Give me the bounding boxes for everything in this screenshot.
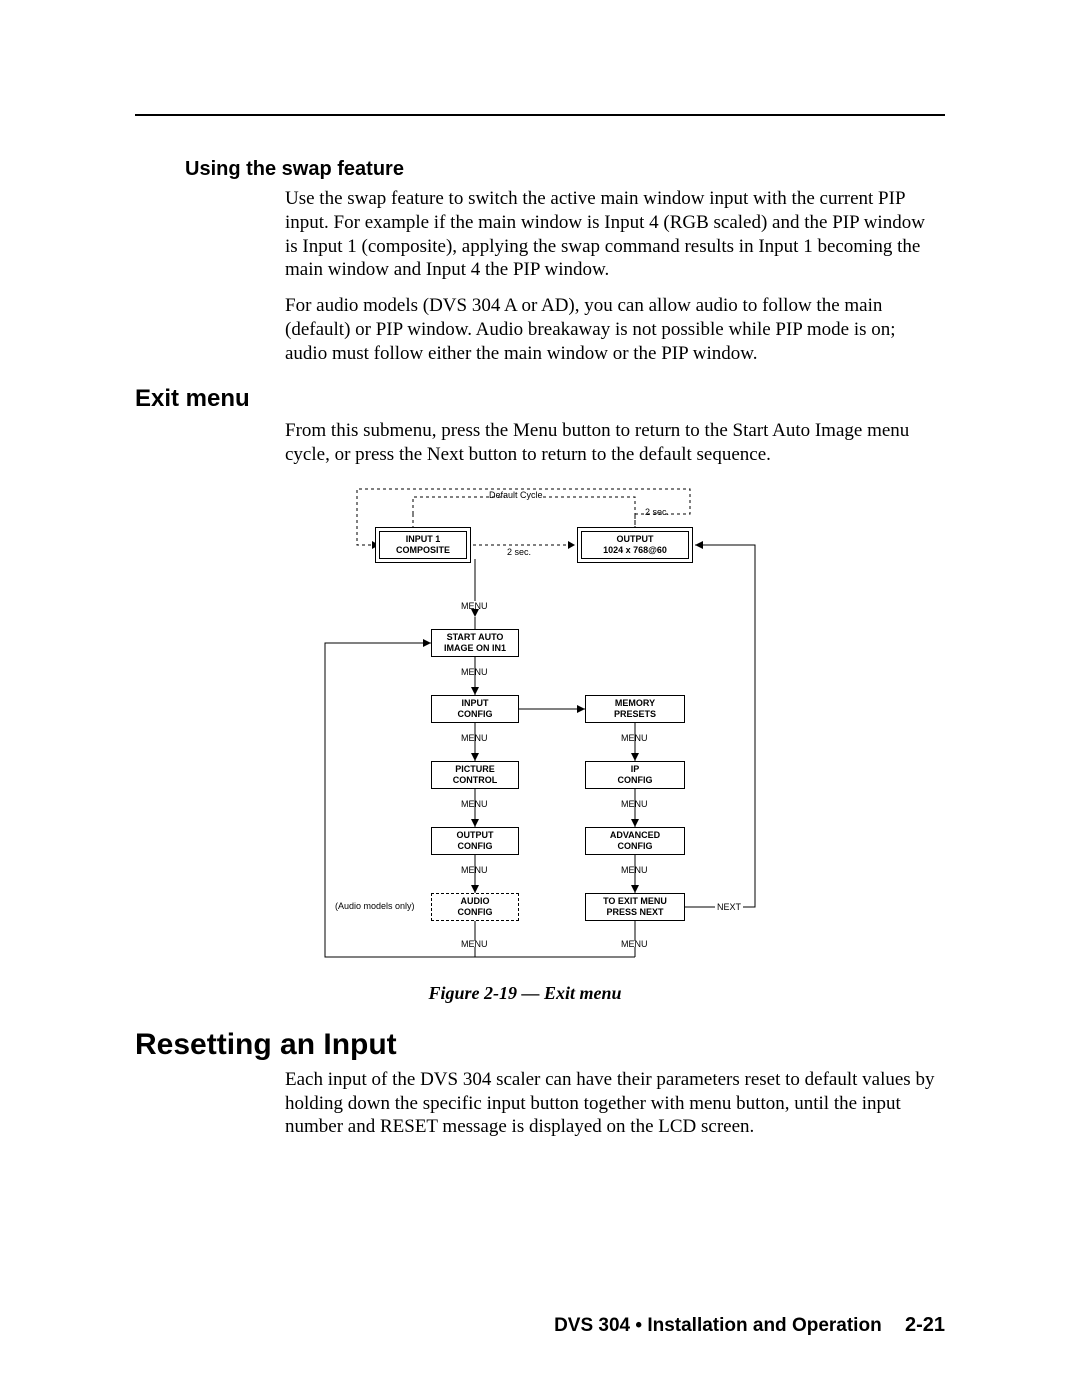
box-audio: AUDIO CONFIG	[431, 893, 519, 921]
picture-l2: CONTROL	[453, 775, 498, 785]
exit-l2: PRESS NEXT	[606, 907, 663, 917]
menu-6: MENU	[461, 939, 488, 949]
figure-caption: Figure 2-19 — Exit menu	[285, 983, 765, 1004]
footer-text: DVS 304 • Installation and Operation	[554, 1315, 882, 1336]
content-area: Using the swap feature Use the swap feat…	[135, 150, 945, 1151]
swap-p1: Use the swap feature to switch the activ…	[285, 187, 935, 282]
input-config-l2: CONFIG	[458, 709, 493, 719]
menu-5r: MENU	[621, 865, 648, 875]
swap-p2: For audio models (DVS 304 A or AD), you …	[285, 294, 935, 365]
picture-l1: PICTURE	[455, 764, 495, 774]
audio-l2: CONFIG	[458, 907, 493, 917]
box-memory: MEMORY PRESETS	[585, 695, 685, 723]
menu-3: MENU	[461, 733, 488, 743]
two-sec-mid: 2 sec.	[507, 547, 531, 557]
exit-heading: Exit menu	[135, 385, 945, 413]
page-footer: DVS 304 • Installation and Operation 2-2…	[135, 1314, 945, 1337]
box-output: OUTPUT 1024 x 768@60	[581, 531, 689, 559]
menu-5: MENU	[461, 865, 488, 875]
box-start-auto: START AUTO IMAGE ON IN1	[431, 629, 519, 657]
two-sec-top: 2 sec.	[645, 507, 669, 517]
swap-heading: Using the swap feature	[185, 158, 945, 181]
memory-l1: MEMORY	[615, 698, 655, 708]
outcfg-l2: CONFIG	[458, 841, 493, 851]
output-l2: 1024 x 768@60	[603, 545, 667, 555]
adv-l1: ADVANCED	[610, 830, 660, 840]
box-input-config: INPUT CONFIG	[431, 695, 519, 723]
exit-menu-diagram: Default Cycle 2 sec. 2 sec. INPUT 1 COMP…	[285, 479, 765, 969]
menu-1: MENU	[461, 601, 488, 611]
box-ip: IP CONFIG	[585, 761, 685, 789]
audio-note: (Audio models only)	[335, 901, 415, 911]
exit-l1: TO EXIT MENU	[603, 896, 667, 906]
menu-4r: MENU	[621, 799, 648, 809]
top-rule	[135, 114, 945, 116]
adv-l2: CONFIG	[618, 841, 653, 851]
menu-3r: MENU	[621, 733, 648, 743]
reset-p1: Each input of the DVS 304 scaler can hav…	[285, 1068, 935, 1139]
input1-l2: COMPOSITE	[396, 545, 450, 555]
output-l1: OUTPUT	[617, 534, 654, 544]
menu-6r: MENU	[621, 939, 648, 949]
footer-page: 2-21	[905, 1314, 945, 1336]
ip-l1: IP	[631, 764, 640, 774]
ip-l2: CONFIG	[618, 775, 653, 785]
memory-l2: PRESETS	[614, 709, 656, 719]
box-advanced: ADVANCED CONFIG	[585, 827, 685, 855]
input-config-l1: INPUT	[462, 698, 489, 708]
box-picture: PICTURE CONTROL	[431, 761, 519, 789]
input1-l1: INPUT 1	[406, 534, 441, 544]
menu-2: MENU	[461, 667, 488, 677]
box-exit: TO EXIT MENU PRESS NEXT	[585, 893, 685, 921]
outcfg-l1: OUTPUT	[457, 830, 494, 840]
box-output-config: OUTPUT CONFIG	[431, 827, 519, 855]
exit-p1: From this submenu, press the Menu button…	[285, 419, 935, 467]
menu-4: MENU	[461, 799, 488, 809]
start-auto-l1: START AUTO	[447, 632, 504, 642]
audio-l1: AUDIO	[461, 896, 490, 906]
box-input1: INPUT 1 COMPOSITE	[379, 531, 467, 559]
start-auto-l2: IMAGE ON IN1	[444, 643, 506, 653]
page: Using the swap feature Use the swap feat…	[0, 0, 1080, 1397]
reset-heading: Resetting an Input	[135, 1028, 945, 1062]
default-cycle-label: Default Cycle	[489, 490, 543, 500]
next-label: NEXT	[717, 902, 741, 912]
